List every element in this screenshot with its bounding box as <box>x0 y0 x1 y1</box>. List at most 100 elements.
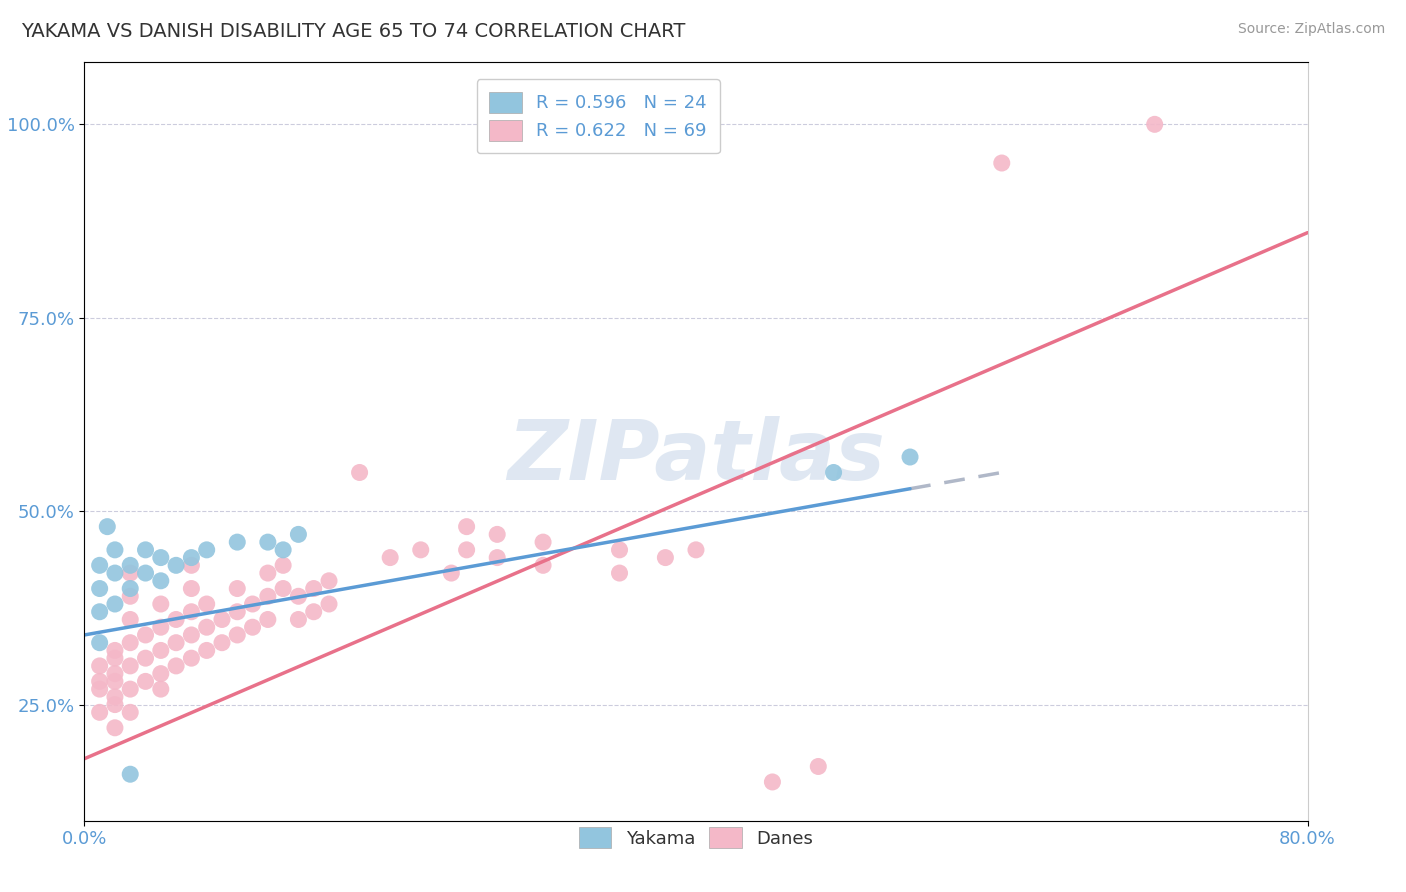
Point <box>104 597 127 611</box>
Point <box>135 542 157 557</box>
Point <box>89 659 111 673</box>
Point <box>823 466 845 480</box>
Point <box>349 466 371 480</box>
Point <box>409 542 432 557</box>
Point <box>104 698 127 712</box>
Point <box>135 651 157 665</box>
Point <box>120 558 142 573</box>
Point <box>149 643 172 657</box>
Point <box>89 682 111 697</box>
Point <box>654 550 676 565</box>
Point <box>120 612 142 626</box>
Point <box>149 620 172 634</box>
Point <box>531 558 554 573</box>
Point <box>120 589 142 603</box>
Point <box>440 566 463 580</box>
Point <box>135 566 157 580</box>
Point <box>456 542 478 557</box>
Point <box>456 519 478 533</box>
Point <box>195 643 218 657</box>
Legend: Yakama, Danes: Yakama, Danes <box>567 814 825 861</box>
Point <box>609 566 631 580</box>
Point <box>609 542 631 557</box>
Point <box>89 706 111 720</box>
Point <box>104 643 127 657</box>
Point <box>180 651 202 665</box>
Text: ZIPatlas: ZIPatlas <box>508 417 884 497</box>
Point <box>104 690 127 704</box>
Point <box>104 542 127 557</box>
Point <box>149 666 172 681</box>
Point <box>257 535 280 549</box>
Point <box>165 659 187 673</box>
Point <box>120 659 142 673</box>
Point <box>180 628 202 642</box>
Point <box>149 574 172 588</box>
Point <box>165 636 187 650</box>
Point <box>271 542 294 557</box>
Point <box>104 666 127 681</box>
Point <box>135 628 157 642</box>
Point <box>104 566 127 580</box>
Point <box>149 597 172 611</box>
Point <box>486 527 509 541</box>
Point <box>898 450 921 464</box>
Point <box>761 775 783 789</box>
Point <box>257 612 280 626</box>
Point <box>180 605 202 619</box>
Point <box>180 582 202 596</box>
Point <box>180 550 202 565</box>
Point <box>531 535 554 549</box>
Point <box>89 636 111 650</box>
Point <box>991 156 1014 170</box>
Point <box>120 636 142 650</box>
Point <box>149 550 172 565</box>
Point <box>257 566 280 580</box>
Point <box>195 620 218 634</box>
Point <box>380 550 402 565</box>
Point <box>89 582 111 596</box>
Point <box>318 597 340 611</box>
Point <box>302 605 325 619</box>
Point <box>165 558 187 573</box>
Point <box>195 542 218 557</box>
Point <box>120 682 142 697</box>
Point <box>104 674 127 689</box>
Point <box>302 582 325 596</box>
Point <box>104 721 127 735</box>
Point <box>120 582 142 596</box>
Point <box>242 597 264 611</box>
Point <box>287 612 309 626</box>
Point <box>211 612 233 626</box>
Point <box>318 574 340 588</box>
Point <box>211 636 233 650</box>
Point <box>287 589 309 603</box>
Point <box>486 550 509 565</box>
Text: Source: ZipAtlas.com: Source: ZipAtlas.com <box>1237 22 1385 37</box>
Point <box>104 651 127 665</box>
Point <box>135 674 157 689</box>
Point <box>257 589 280 603</box>
Point <box>149 682 172 697</box>
Point <box>120 566 142 580</box>
Point <box>89 674 111 689</box>
Point <box>89 605 111 619</box>
Point <box>271 558 294 573</box>
Point <box>120 767 142 781</box>
Point <box>271 582 294 596</box>
Point <box>685 542 707 557</box>
Point <box>226 628 249 642</box>
Point <box>180 558 202 573</box>
Point <box>96 519 118 533</box>
Point <box>165 612 187 626</box>
Point <box>226 535 249 549</box>
Point <box>120 706 142 720</box>
Point <box>1143 117 1166 131</box>
Point <box>807 759 830 773</box>
Point <box>195 597 218 611</box>
Point <box>226 582 249 596</box>
Point <box>242 620 264 634</box>
Text: YAKAMA VS DANISH DISABILITY AGE 65 TO 74 CORRELATION CHART: YAKAMA VS DANISH DISABILITY AGE 65 TO 74… <box>21 22 686 41</box>
Point <box>287 527 309 541</box>
Point <box>226 605 249 619</box>
